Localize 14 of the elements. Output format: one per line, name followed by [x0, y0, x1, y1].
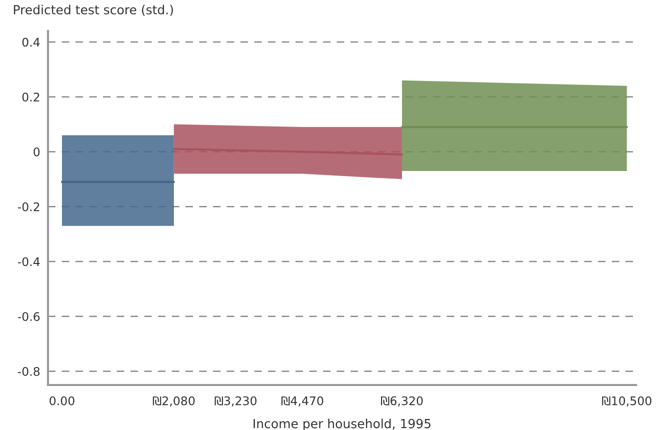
x-tick-label: ₪6,320 [381, 396, 423, 406]
x-tick-label: 0.00 [50, 396, 74, 406]
y-tick-label: -0.6 [18, 312, 40, 322]
y-tick-label: 0.2 [22, 92, 40, 102]
y-tick-label: 0.4 [22, 38, 40, 47]
y-tick-label: -0.4 [18, 257, 40, 266]
y-tick-label: -0.2 [18, 202, 40, 212]
x-tick-label: ₪3,230 [214, 396, 256, 406]
y-tick-label: 0 [34, 147, 40, 156]
x-tick-label: ₪2,080 [152, 396, 195, 406]
y-tick-label: -0.8 [18, 367, 40, 376]
x-tick-label: ₪4,470 [281, 396, 324, 406]
y-axis-title: Predicted test score (std.) [14, 4, 173, 16]
x-tick-label: ₪10,500 [602, 396, 652, 406]
